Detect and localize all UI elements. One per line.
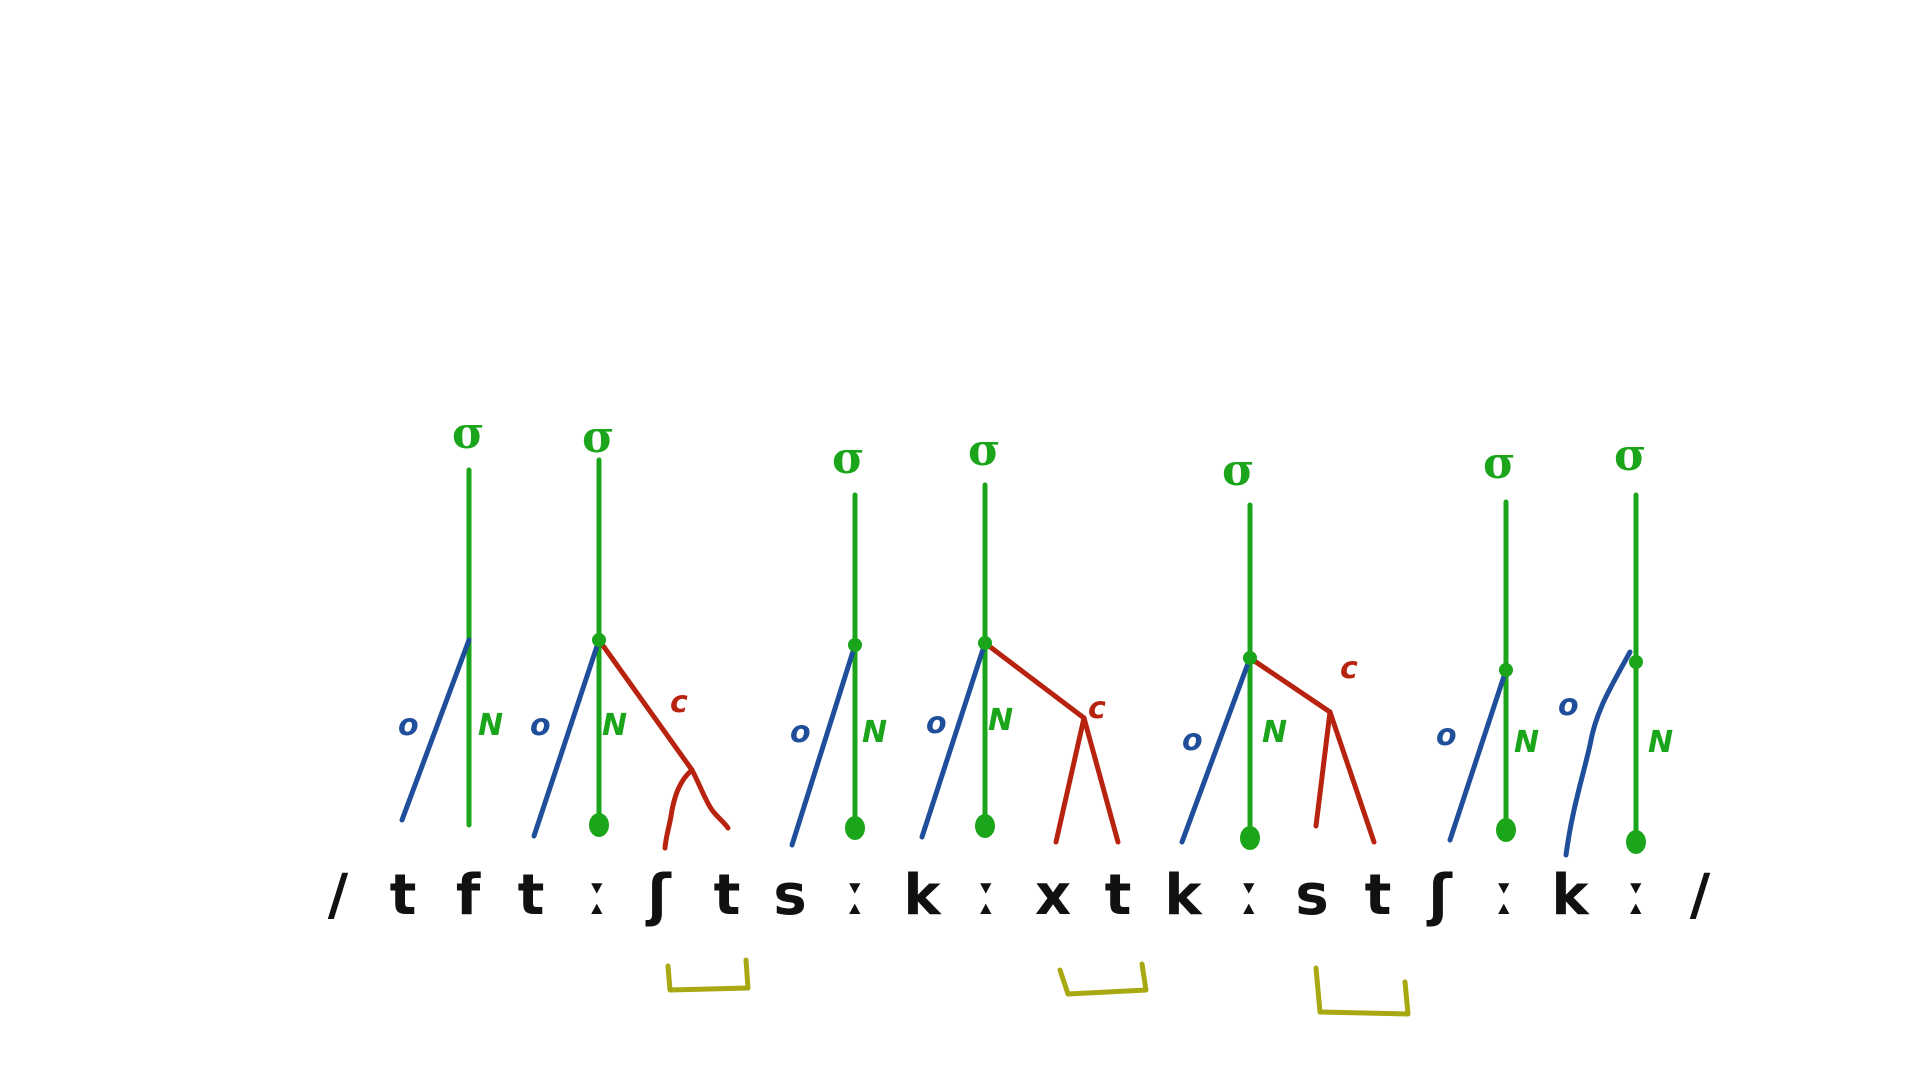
nucleus-label: N — [1648, 725, 1673, 760]
segment-symbol: s — [1295, 863, 1328, 928]
segment-symbol: t — [518, 863, 545, 928]
bracket-1 — [665, 957, 751, 993]
segment-symbol: t — [390, 863, 417, 928]
segment-symbol: ʃ — [1426, 863, 1453, 928]
coda-branch-left — [1053, 715, 1087, 845]
nucleus-dot — [845, 816, 865, 840]
segment-row: / t f t ː ʃ t s ː k ː x t k ː s t ʃ ː k ː / — [328, 863, 1711, 928]
nucleus-dot — [1240, 826, 1260, 850]
nucleus-label: N — [602, 708, 627, 743]
onset-label: o — [1558, 688, 1579, 723]
sigma-label: σ — [968, 425, 1000, 476]
onset-branch — [1447, 667, 1509, 843]
nucleus-node — [848, 638, 862, 652]
segment-symbol: f — [456, 863, 481, 928]
coda-branch-right — [1081, 715, 1121, 845]
bracket-group — [665, 957, 1411, 1017]
sigma-label: σ — [452, 408, 484, 459]
syllable-1: σ o N — [398, 408, 503, 828]
segment-symbol: ː — [1241, 863, 1260, 928]
onset-branch — [789, 642, 858, 848]
nucleus-node — [1243, 651, 1257, 665]
segment-symbol: t — [1105, 863, 1132, 928]
segment-symbol: ː — [1496, 863, 1515, 928]
nucleus-label: N — [478, 708, 503, 743]
nucleus-label: N — [862, 715, 887, 750]
segment-symbol: t — [714, 863, 741, 928]
coda-branch-left — [662, 767, 695, 851]
nucleus-label: N — [988, 703, 1013, 738]
segment-symbol: / — [1690, 863, 1711, 928]
segment-symbol: ː — [589, 863, 608, 928]
segment-symbol: k — [1164, 863, 1203, 928]
sigma-label: σ — [1614, 430, 1646, 481]
segment-symbol: ː — [978, 863, 997, 928]
coda-branch — [982, 640, 1087, 721]
sigma-label: σ — [1222, 445, 1254, 496]
nucleus-node — [592, 633, 606, 647]
nucleus-dot — [1626, 830, 1646, 854]
bracket-3 — [1313, 965, 1411, 1017]
coda-branch-right — [689, 767, 731, 831]
segment-symbol: ʃ — [645, 863, 672, 928]
nucleus-dot — [975, 814, 995, 838]
syllable-2: σ o N c — [530, 412, 731, 851]
onset-branch — [531, 637, 602, 839]
coda-label: c — [1340, 651, 1358, 686]
segment-symbol: s — [773, 863, 806, 928]
onset-label: o — [926, 706, 947, 741]
nucleus-node — [1499, 663, 1513, 677]
sigma-label: σ — [582, 412, 614, 463]
coda-branch-left — [1313, 709, 1333, 829]
syllable-3: σ o N — [789, 433, 887, 848]
onset-label: o — [1436, 718, 1457, 753]
onset-label: o — [790, 715, 811, 750]
syllable-6: σ o N — [1436, 438, 1539, 843]
onset-label: o — [398, 708, 419, 743]
nucleus-dot — [589, 813, 609, 837]
bracket-2 — [1057, 961, 1149, 997]
coda-branch — [596, 637, 695, 773]
coda-branch-right — [1327, 709, 1377, 845]
segment-symbol: ː — [1628, 863, 1647, 928]
segment-symbol: t — [1365, 863, 1392, 928]
nucleus-label: N — [1262, 715, 1287, 750]
segment-symbol: k — [1551, 863, 1590, 928]
coda-branch — [1247, 655, 1333, 715]
onset-branch — [1179, 655, 1253, 845]
sigma-label: σ — [832, 433, 864, 484]
onset-label: o — [1182, 723, 1203, 758]
nucleus-dot — [1496, 818, 1516, 842]
onset-branch — [919, 640, 988, 840]
onset-branch — [399, 637, 472, 823]
onset-label: o — [530, 708, 551, 743]
nucleus-node — [978, 636, 992, 650]
coda-label: c — [670, 685, 688, 720]
onset-branch — [1563, 649, 1633, 858]
syllable-5: σ o N c — [1179, 445, 1377, 850]
segment-symbol: x — [1035, 863, 1071, 928]
nucleus-node — [1629, 655, 1643, 669]
syllable-7: σ o N — [1558, 430, 1673, 858]
syllable-4: σ o N c — [919, 425, 1121, 845]
segment-symbol: / — [328, 863, 349, 928]
segment-symbol: k — [903, 863, 942, 928]
nucleus-label: N — [1514, 725, 1539, 760]
sigma-label: σ — [1483, 438, 1515, 489]
coda-label: c — [1088, 691, 1106, 726]
segment-symbol: ː — [847, 863, 866, 928]
